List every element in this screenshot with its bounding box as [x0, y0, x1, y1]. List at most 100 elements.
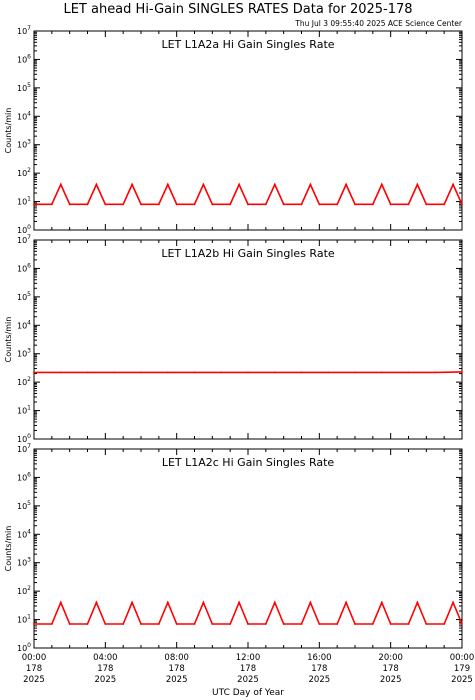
- y-tick-label: 104: [17, 110, 31, 121]
- x-tick-label: 2025: [451, 675, 473, 685]
- data-point: [140, 371, 142, 374]
- data-point: [68, 623, 71, 625]
- data-point: [443, 203, 446, 206]
- data-point: [238, 601, 240, 604]
- data-point: [202, 183, 205, 186]
- data-point: [33, 623, 35, 625]
- x-tick-label: 16:00: [307, 653, 332, 663]
- data-point: [59, 601, 62, 604]
- data-point: [238, 183, 240, 186]
- data-point: [50, 623, 53, 625]
- x-axis-title: UTC Day of Year: [212, 688, 284, 698]
- data-point: [175, 203, 178, 206]
- data-point: [59, 371, 62, 374]
- data-point: [318, 623, 321, 625]
- data-point: [247, 623, 249, 625]
- x-tick-label: 2025: [166, 675, 188, 685]
- panel-title: LET L1A2c Hi Gain Singles Rate: [162, 456, 335, 469]
- data-point: [443, 623, 446, 625]
- data-point: [416, 183, 419, 186]
- y-tick-label: 101: [17, 196, 31, 207]
- data-point: [380, 371, 383, 374]
- y-tick-label: 102: [17, 585, 31, 596]
- y-tick-label: 100: [17, 642, 31, 653]
- data-point: [345, 183, 347, 186]
- data-point: [211, 203, 214, 206]
- y-tick-label: 101: [17, 405, 31, 416]
- x-tick-label: 00:00: [22, 653, 47, 663]
- data-point: [131, 183, 133, 186]
- data-point: [327, 371, 330, 374]
- data-point: [166, 371, 169, 374]
- data-point: [202, 601, 205, 604]
- data-point: [59, 183, 62, 186]
- x-tick-label: 2025: [95, 675, 117, 685]
- panel-frame: [33, 30, 463, 231]
- data-point: [166, 601, 169, 604]
- panel-frame: [33, 239, 463, 440]
- data-point: [309, 183, 312, 186]
- data-point: [300, 203, 303, 206]
- data-point: [140, 623, 142, 625]
- data-point: [193, 623, 196, 625]
- data-point: [122, 623, 125, 625]
- data-point: [86, 371, 89, 374]
- y-tick-label: 101: [17, 614, 31, 625]
- panel-3: 100 101 102 103 104 105 106 107 Counts/min LET L1…: [4, 443, 463, 653]
- data-point: [425, 623, 428, 625]
- y-tick-label: 103: [17, 139, 31, 150]
- x-tick-label: 178: [240, 664, 256, 674]
- y-axis-label: Counts/min: [4, 108, 13, 154]
- y-tick-label: 106: [17, 471, 31, 482]
- data-point: [354, 203, 356, 206]
- data-point: [273, 183, 276, 186]
- data-point: [95, 183, 98, 186]
- data-point: [371, 203, 374, 206]
- y-tick-label: 106: [17, 262, 31, 273]
- series-line: [34, 182, 463, 206]
- data-point: [193, 203, 196, 206]
- data-point: [389, 623, 392, 625]
- data-point: [247, 203, 249, 206]
- x-tick-label: 178: [26, 664, 42, 674]
- data-point: [86, 203, 89, 206]
- data-point: [461, 370, 463, 373]
- y-tick-label: 105: [17, 82, 31, 93]
- x-tick-label: 178: [311, 664, 327, 674]
- x-tick-label: 178: [169, 664, 185, 674]
- data-point: [220, 371, 223, 374]
- data-point: [309, 601, 312, 604]
- data-point: [122, 203, 125, 206]
- panels: 100 101 102 103 104 105 106 107 Counts/min LET L1…: [4, 25, 463, 653]
- data-point: [300, 623, 303, 625]
- data-point: [175, 623, 178, 625]
- data-point: [380, 601, 383, 604]
- data-point: [264, 203, 267, 206]
- y-tick-label: 102: [17, 167, 31, 178]
- data-point: [354, 623, 356, 625]
- data-point: [425, 203, 428, 206]
- x-tick-label: 2025: [309, 675, 331, 685]
- x-axis-labels: 00:00178202504:00178202508:00178202512:0…: [22, 653, 475, 685]
- y-tick-label: 105: [17, 500, 31, 511]
- data-point: [452, 183, 454, 186]
- data-point: [68, 203, 71, 206]
- y-tick-label: 103: [17, 557, 31, 568]
- data-point: [407, 203, 410, 206]
- data-point: [434, 371, 437, 374]
- panel-frame: [33, 448, 463, 649]
- series-line: [34, 600, 463, 625]
- y-tick-label: 107: [17, 25, 31, 36]
- y-tick-label: 107: [17, 234, 31, 245]
- y-tick-label: 106: [17, 53, 31, 64]
- data-point: [131, 601, 133, 604]
- data-point: [193, 371, 196, 374]
- data-point: [345, 601, 347, 604]
- y-tick-label: 100: [17, 433, 31, 444]
- data-point: [247, 371, 249, 374]
- data-point: [211, 623, 214, 625]
- data-point: [416, 601, 419, 604]
- x-tick-label: 2025: [380, 675, 402, 685]
- x-tick-label: 12:00: [236, 653, 261, 663]
